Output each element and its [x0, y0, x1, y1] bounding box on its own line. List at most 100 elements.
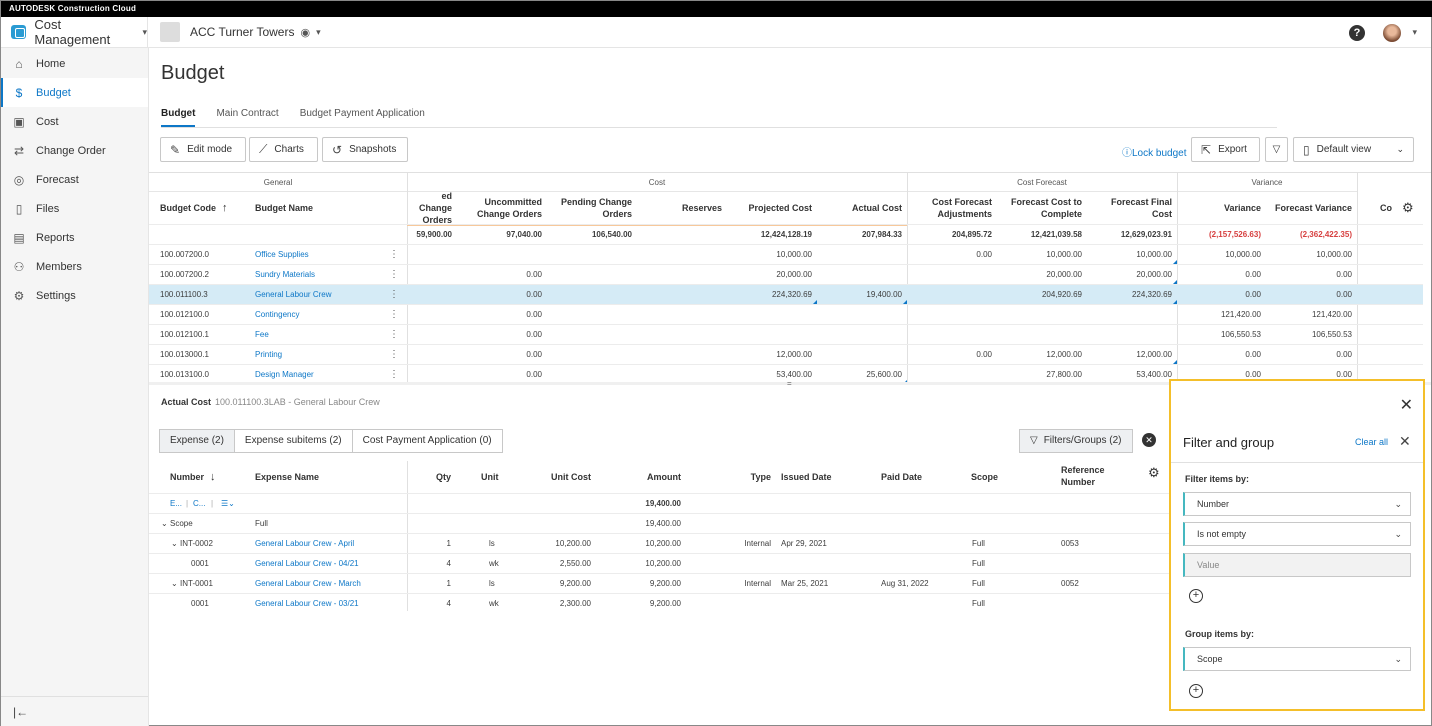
- row-menu-icon[interactable]: ⋮: [389, 289, 399, 300]
- budget-name-link[interactable]: Design Manager: [255, 370, 314, 379]
- table-row[interactable]: 100.012100.0 Contingency ⋮ 0.00 121,420.00 12…: [149, 304, 1423, 324]
- close-icon[interactable]: ✕: [1399, 397, 1413, 414]
- col-unit-cost[interactable]: Unit Cost: [551, 472, 591, 482]
- col-issued-date[interactable]: Issued Date: [781, 472, 832, 482]
- table-row[interactable]: 0001 General Labour Crew - 04/21 4 wk 2,550.…: [149, 553, 1169, 573]
- table-row[interactable]: ⌄ Scope Full 19,400.00: [149, 513, 1169, 533]
- col-reference-number[interactable]: Reference Number: [1061, 465, 1105, 487]
- add-group-icon[interactable]: +: [1189, 684, 1203, 698]
- row-menu-icon[interactable]: ⋮: [389, 309, 399, 320]
- filters-groups-button[interactable]: ▽ Filters/Groups (2): [1019, 429, 1133, 453]
- expense-name-link[interactable]: General Labour Crew - March: [255, 579, 361, 588]
- expand-chevron-icon[interactable]: ⌄: [161, 519, 168, 528]
- budget-name-link[interactable]: Contingency: [255, 310, 300, 319]
- col-pending-change-orders[interactable]: Pending Change Orders: [560, 197, 632, 219]
- row-menu-icon[interactable]: ⋮: [389, 369, 399, 380]
- charts-button[interactable]: ⟋ Charts: [249, 137, 318, 162]
- row-menu-icon[interactable]: ⋮: [389, 249, 399, 260]
- sidebar-item-forecast[interactable]: ◎ Forecast: [1, 165, 148, 194]
- tab-cost-payment-application[interactable]: Cost Payment Application (0): [351, 429, 503, 453]
- snapshots-button[interactable]: ↺ Snapshots: [322, 137, 408, 162]
- col-cost-forecast-adjustments[interactable]: Cost Forecast Adjustments: [931, 197, 992, 219]
- table-row[interactable]: 100.013000.1 Printing ⋮ 0.00 12,000.00 0.00 12…: [149, 344, 1423, 364]
- expense-name-link[interactable]: General Labour Crew - 03/21: [255, 599, 359, 608]
- col-expense-name[interactable]: Expense Name: [255, 472, 320, 482]
- table-row[interactable]: 100.007200.0 Office Supplies ⋮ 10,000.00 0.0…: [149, 244, 1423, 264]
- expand-chevron-icon[interactable]: ⌄: [171, 579, 178, 588]
- gear-icon[interactable]: ⚙: [1148, 465, 1160, 480]
- sidebar-item-settings[interactable]: ⚙ Settings: [1, 281, 148, 310]
- col-forecast-final-cost[interactable]: Forecast Final Cost: [1110, 197, 1172, 219]
- edit-mode-button[interactable]: ✎ Edit mode: [160, 137, 246, 162]
- filter-operator-select[interactable]: Is not empty ⌄: [1183, 522, 1411, 546]
- gear-icon[interactable]: ⚙: [1402, 200, 1414, 215]
- export-button[interactable]: ⇱ Export: [1191, 137, 1260, 162]
- sidebar-item-home[interactable]: ⌂ Home: [1, 49, 148, 78]
- table-row[interactable]: ⌄ INT-0002 General Labour Crew - April 1 ls 1…: [149, 533, 1169, 553]
- filter-field-select[interactable]: Number ⌄: [1183, 492, 1411, 516]
- col-approved-change-orders[interactable]: ed Change Orders: [418, 191, 452, 225]
- table-row[interactable]: 100.012100.1 Fee ⋮ 0.00 106,550.53 106,550.53: [149, 324, 1423, 344]
- col-scope[interactable]: Scope: [971, 472, 999, 482]
- table-row[interactable]: 100.007200.2 Sundry Materials ⋮ 0.00 20,000.…: [149, 264, 1423, 284]
- sort-options-icon[interactable]: ☰⌄: [221, 499, 235, 508]
- col-projected-cost[interactable]: Projected Cost: [748, 203, 812, 213]
- col-paid-date[interactable]: Paid Date: [881, 472, 923, 482]
- budget-name-link[interactable]: Sundry Materials: [255, 270, 316, 279]
- sidebar-item-change-order[interactable]: ⇄ Change Order: [1, 136, 148, 165]
- group-field-select[interactable]: Scope ⌄: [1183, 647, 1411, 671]
- sidebar-item-cost[interactable]: ▣ Cost: [1, 107, 148, 136]
- row-menu-icon[interactable]: ⋮: [389, 329, 399, 340]
- budget-name-link[interactable]: Printing: [255, 350, 283, 359]
- column-filter[interactable]: C...: [193, 499, 206, 508]
- col-uncommitted-change-orders[interactable]: Uncommitted Change Orders: [476, 197, 542, 219]
- col-qty[interactable]: Qty: [435, 472, 451, 482]
- collapse-sidebar-button[interactable]: |←: [1, 696, 148, 726]
- avatar[interactable]: [1383, 24, 1401, 42]
- col-forecast-cost-to-complete[interactable]: Forecast Cost to Complete: [1010, 197, 1082, 219]
- col-type[interactable]: Type: [750, 472, 771, 482]
- col-number[interactable]: Number ↓: [170, 471, 216, 483]
- col-unit[interactable]: Unit: [481, 472, 499, 482]
- module-switcher[interactable]: Cost Management ▾: [1, 16, 148, 48]
- expand-chevron-icon[interactable]: ⌄: [171, 539, 178, 548]
- clear-all-link[interactable]: Clear all: [1355, 437, 1389, 447]
- table-row[interactable]: 0001 General Labour Crew - 03/21 4 wk 2,300.…: [149, 593, 1169, 613]
- sidebar-item-budget[interactable]: $ Budget: [1, 78, 148, 107]
- tab-main-contract[interactable]: Main Contract: [216, 108, 279, 119]
- add-filter-icon[interactable]: +: [1189, 589, 1203, 603]
- tab-expense-subitems[interactable]: Expense subitems (2): [233, 429, 353, 453]
- sidebar-item-members[interactable]: ⚇ Members: [1, 252, 148, 281]
- drag-handle-icon[interactable]: =: [787, 379, 792, 388]
- sidebar-item-files[interactable]: ▯ Files: [1, 194, 148, 223]
- filter-value-input[interactable]: Value: [1183, 553, 1411, 577]
- number-filter[interactable]: E...: [170, 499, 183, 508]
- filter-button[interactable]: ▽: [1265, 137, 1288, 162]
- pane-splitter[interactable]: =: [149, 379, 1431, 388]
- col-actual-cost[interactable]: Actual Cost: [851, 203, 902, 213]
- clear-filters-icon[interactable]: ✕: [1142, 433, 1156, 447]
- budget-name-link[interactable]: General Labour Crew: [255, 290, 332, 299]
- tab-expense[interactable]: Expense (2): [159, 429, 235, 453]
- col-amount[interactable]: Amount: [647, 472, 681, 482]
- col-forecast-variance[interactable]: Forecast Variance: [1274, 203, 1352, 213]
- tab-budget-payment-application[interactable]: Budget Payment Application: [299, 108, 425, 119]
- col-budget-code[interactable]: Budget Code ↑: [160, 192, 240, 224]
- expense-name-link[interactable]: General Labour Crew - April: [255, 539, 355, 548]
- expense-name-link[interactable]: General Labour Crew - 04/21: [255, 559, 359, 568]
- col-co[interactable]: Co: [1380, 203, 1392, 213]
- col-reserves[interactable]: Reserves: [681, 203, 722, 213]
- table-row[interactable]: 100.011100.3 General Labour Crew ⋮ 0.00 224,…: [149, 284, 1423, 304]
- project-selector[interactable]: ACC Turner Towers: [190, 25, 295, 39]
- table-row[interactable]: ⌄ INT-0001 General Labour Crew - March 1 ls 9…: [149, 573, 1169, 593]
- help-icon[interactable]: ?: [1349, 25, 1365, 41]
- close-icon[interactable]: ✕: [1399, 433, 1411, 449]
- view-selector[interactable]: ▯ Default view ⌄: [1293, 137, 1414, 162]
- row-menu-icon[interactable]: ⋮: [389, 349, 399, 360]
- lock-budget-link[interactable]: ⓘLock budget: [1122, 144, 1187, 159]
- chevron-down-icon[interactable]: ▾: [316, 26, 321, 37]
- col-budget-name[interactable]: Budget Name: [255, 203, 314, 213]
- budget-name-link[interactable]: Fee: [255, 330, 269, 339]
- table-row[interactable]: 100.013100.0 Design Manager ⋮ 0.00 53,400.00…: [149, 364, 1423, 384]
- row-menu-icon[interactable]: ⋮: [389, 269, 399, 280]
